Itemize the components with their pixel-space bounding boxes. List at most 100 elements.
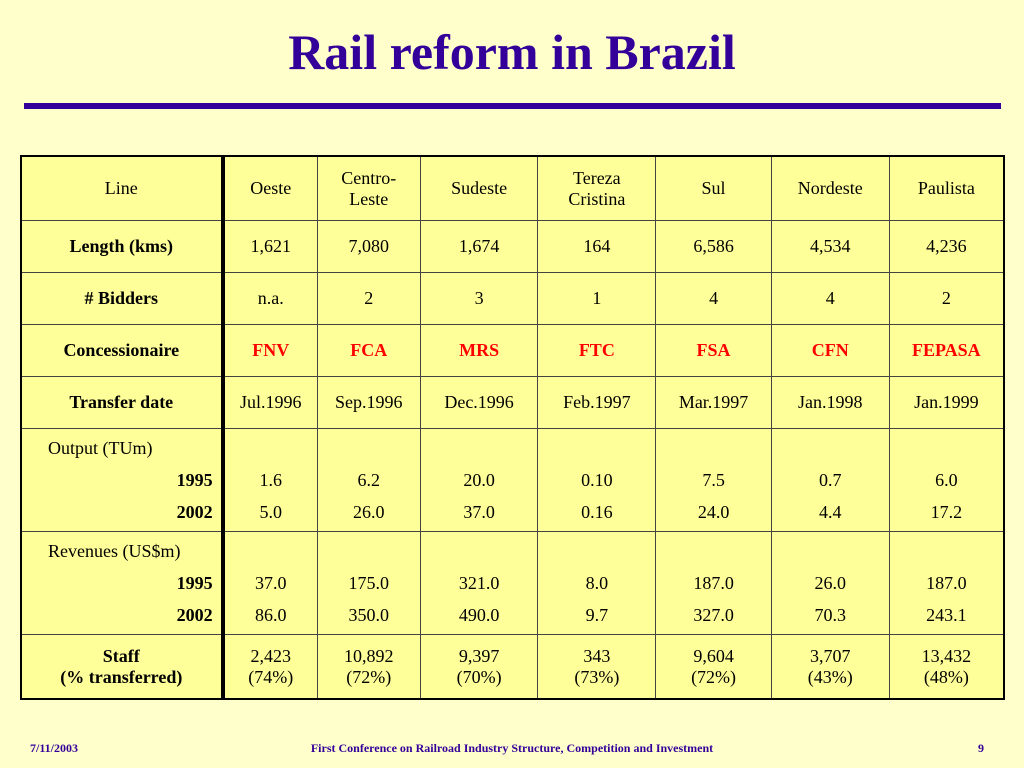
table-cell: 343 (73%) [537,634,657,700]
cell-value: Mar.1997 [678,392,749,412]
table-cell: 6.0 17.2 [888,428,1005,532]
row-label-cell: # Bidders [20,272,225,325]
table-cell: 7,080 [316,220,421,273]
column-header-line2: Leste [349,188,389,209]
row-label: Transfer date [69,392,174,412]
row-label-cell: Transfer date [20,376,225,429]
table-cell: 1,674 [419,220,539,273]
year-label: 1995 [176,573,213,593]
row-label: Output (TUm) [48,438,153,458]
table-cell: 20.0 37.0 [419,428,539,532]
column-header-line1: Sul [701,178,726,198]
table-cell: Jan.1999 [888,376,1005,429]
footer-date: 7/11/2003 [30,741,79,755]
staff-row: Staff (% transferred) 2,423 (74%) 10,892 (72%… [20,634,1005,700]
table-cell: 1,621 [222,220,318,273]
cell-value: Sep.1996 [335,392,403,412]
spacer [318,432,420,464]
staff-count: 9,397 [458,645,500,666]
value-1995: 187.0 [693,573,734,593]
table-cell: 8.0 9.7 [537,531,657,635]
column-header: Nordeste [770,155,890,221]
cell-value: 164 [583,236,611,256]
column-header: Oeste [222,155,318,221]
cell-value: 1,621 [250,236,291,256]
cell-value: 4,534 [810,236,851,256]
title-underline [24,103,1001,109]
cell-value: n.a. [257,288,284,308]
table-cell: 187.0 327.0 [655,531,772,635]
staff-percent: (43%) [807,666,853,687]
table-cell: 6,586 [655,220,772,273]
spacer [772,432,889,464]
staff-percent: (72%) [346,666,392,687]
table-cell: Dec.1996 [419,376,539,429]
spacer [656,432,771,464]
slide-title: Rail reform in Brazil [288,24,736,80]
staff-percent: (72%) [691,666,737,687]
value-1995: 0.10 [581,470,613,490]
table-cell: Jul.1996 [222,376,318,429]
row-label: # Bidders [84,288,159,308]
value-1995: 37.0 [254,573,287,593]
table-cell: 0.10 0.16 [537,428,657,532]
spacer [890,432,1003,464]
column-header-line1: Oeste [250,178,292,198]
table-cell: 2 [888,272,1005,325]
table-cell: FCA [316,324,421,377]
corner-label: Line [104,178,138,198]
concessionaire-row: Concessionaire FNV FCA MRS FTC FSA CFN FEPASA [20,324,1005,377]
value-1995: 321.0 [458,573,500,593]
cell-value: 3 [474,288,484,308]
spacer [538,432,655,464]
table-cell: FNV [222,324,318,377]
value-2002: 5.0 [259,502,282,522]
table-cell: CFN [770,324,890,377]
table-cell: MRS [419,324,539,377]
table-cell: 2 [316,272,421,325]
table-cell: 13,432 (48%) [888,634,1005,700]
row-label: Concessionaire [63,340,180,360]
value-2002: 0.16 [581,502,613,522]
column-header-line1: Tereza [572,167,621,188]
revenues-row: Revenues (US$m) 1995 2002 37.0 86.0 175.0 350.… [20,531,1005,635]
staff-count: 10,892 [344,645,394,666]
value-1995: 175.0 [348,573,390,593]
table-cell: 9,397 (70%) [419,634,539,700]
header-row: Line Oeste Centro- Leste Sudeste Tereza Cristi… [20,155,1005,221]
row-label-cell: Revenues (US$m) 1995 2002 [20,531,225,635]
value-1995: 8.0 [585,573,609,593]
spacer [421,535,538,567]
table-cell: 0.7 4.4 [770,428,890,532]
value-2002: 243.1 [926,605,967,625]
column-header: Paulista [888,155,1005,221]
table-cell: 9,604 (72%) [655,634,772,700]
table-cell: FTC [537,324,657,377]
row-label: Length (kms) [69,236,174,256]
staff-count: 13,432 [921,645,972,666]
value-1995: 26.0 [814,573,847,593]
row-label-cell: Length (kms) [20,220,225,273]
table-cell: 3 [419,272,539,325]
column-header-line1: Paulista [917,178,975,198]
cell-value: FTC [578,340,615,360]
cell-value: MRS [459,340,500,360]
cell-value: 4,236 [926,236,967,256]
value-2002: 37.0 [463,502,495,522]
cell-value: 6,586 [693,236,734,256]
cell-value: 7,080 [348,236,390,256]
value-1995: 6.0 [935,470,958,490]
cell-value: Dec.1996 [444,392,514,412]
value-2002: 24.0 [697,502,730,522]
table-cell: 4,236 [888,220,1005,273]
value-1995: 0.7 [819,470,842,490]
table-cell: 1.6 5.0 [222,428,318,532]
spacer [890,535,1003,567]
row-label: Revenues (US$m) [48,541,181,561]
table-cell: 1 [537,272,657,325]
cell-value: FSA [696,340,731,360]
staff-count: 2,423 [250,645,291,666]
table-cell: 187.0 243.1 [888,531,1005,635]
table-cell: 321.0 490.0 [419,531,539,635]
spacer [225,535,317,567]
